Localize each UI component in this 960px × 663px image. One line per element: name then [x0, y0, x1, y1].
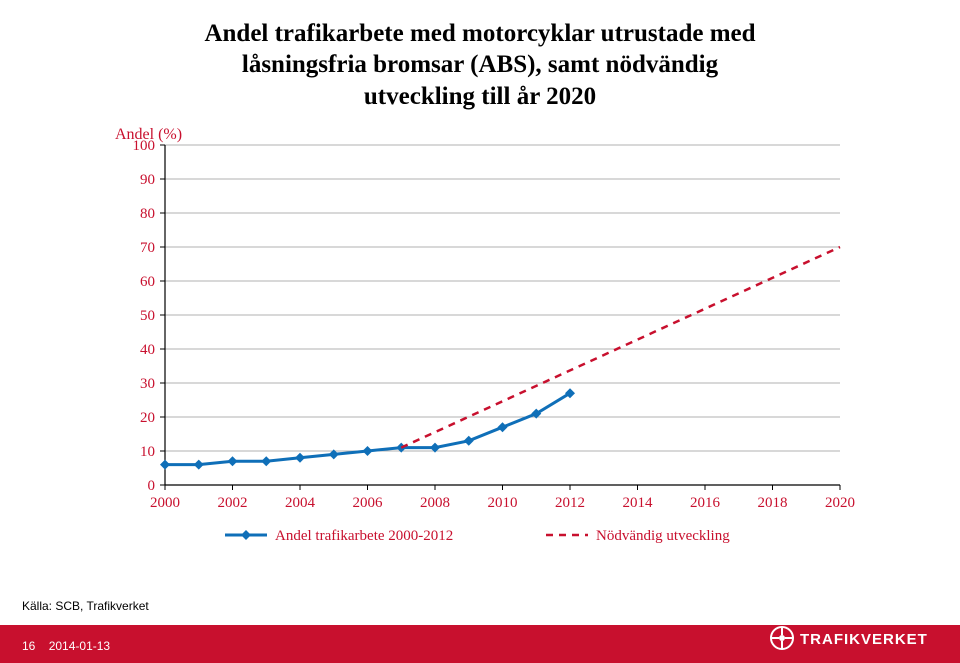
svg-text:90: 90	[140, 172, 155, 188]
svg-text:2000: 2000	[150, 495, 180, 511]
svg-text:Nödvändig utveckling: Nödvändig utveckling	[596, 528, 730, 544]
svg-text:70: 70	[140, 240, 155, 256]
source-label: Källa: SCB, Trafikverket	[22, 599, 149, 613]
svg-text:50: 50	[140, 308, 155, 324]
svg-text:40: 40	[140, 342, 155, 358]
title-line-2: låsningsfria bromsar (ABS), samt nödvänd…	[242, 51, 718, 78]
svg-text:2010: 2010	[488, 495, 518, 511]
svg-text:100: 100	[133, 138, 156, 154]
abs-share-chart: Andel (%)0102030405060708090100200020022…	[90, 120, 870, 560]
svg-text:60: 60	[140, 274, 155, 290]
page-number: 16	[22, 639, 35, 653]
svg-text:2014: 2014	[623, 495, 654, 511]
svg-text:Andel trafikarbete 2000-2012: Andel trafikarbete 2000-2012	[275, 528, 453, 544]
svg-text:2012: 2012	[555, 495, 585, 511]
title-line-1: Andel trafikarbete med motorcyklar utrus…	[204, 20, 755, 47]
brand-logo: TRAFIKVERKET	[768, 624, 938, 657]
svg-text:20: 20	[140, 410, 155, 426]
svg-text:2006: 2006	[353, 495, 384, 511]
svg-text:2004: 2004	[285, 495, 316, 511]
slide-title: Andel trafikarbete med motorcyklar utrus…	[120, 18, 840, 112]
svg-text:2018: 2018	[758, 495, 788, 511]
page-date: 2014-01-13	[49, 639, 110, 653]
svg-text:30: 30	[140, 376, 155, 392]
svg-text:0: 0	[148, 478, 156, 494]
svg-text:2008: 2008	[420, 495, 450, 511]
svg-text:2002: 2002	[218, 495, 248, 511]
svg-text:2020: 2020	[825, 495, 855, 511]
svg-text:10: 10	[140, 444, 155, 460]
page-meta: 16 2014-01-13	[22, 639, 110, 653]
svg-text:80: 80	[140, 206, 155, 222]
title-line-3: utveckling till år 2020	[364, 83, 596, 110]
svg-text:2016: 2016	[690, 495, 721, 511]
svg-text:TRAFIKVERKET: TRAFIKVERKET	[800, 631, 928, 648]
